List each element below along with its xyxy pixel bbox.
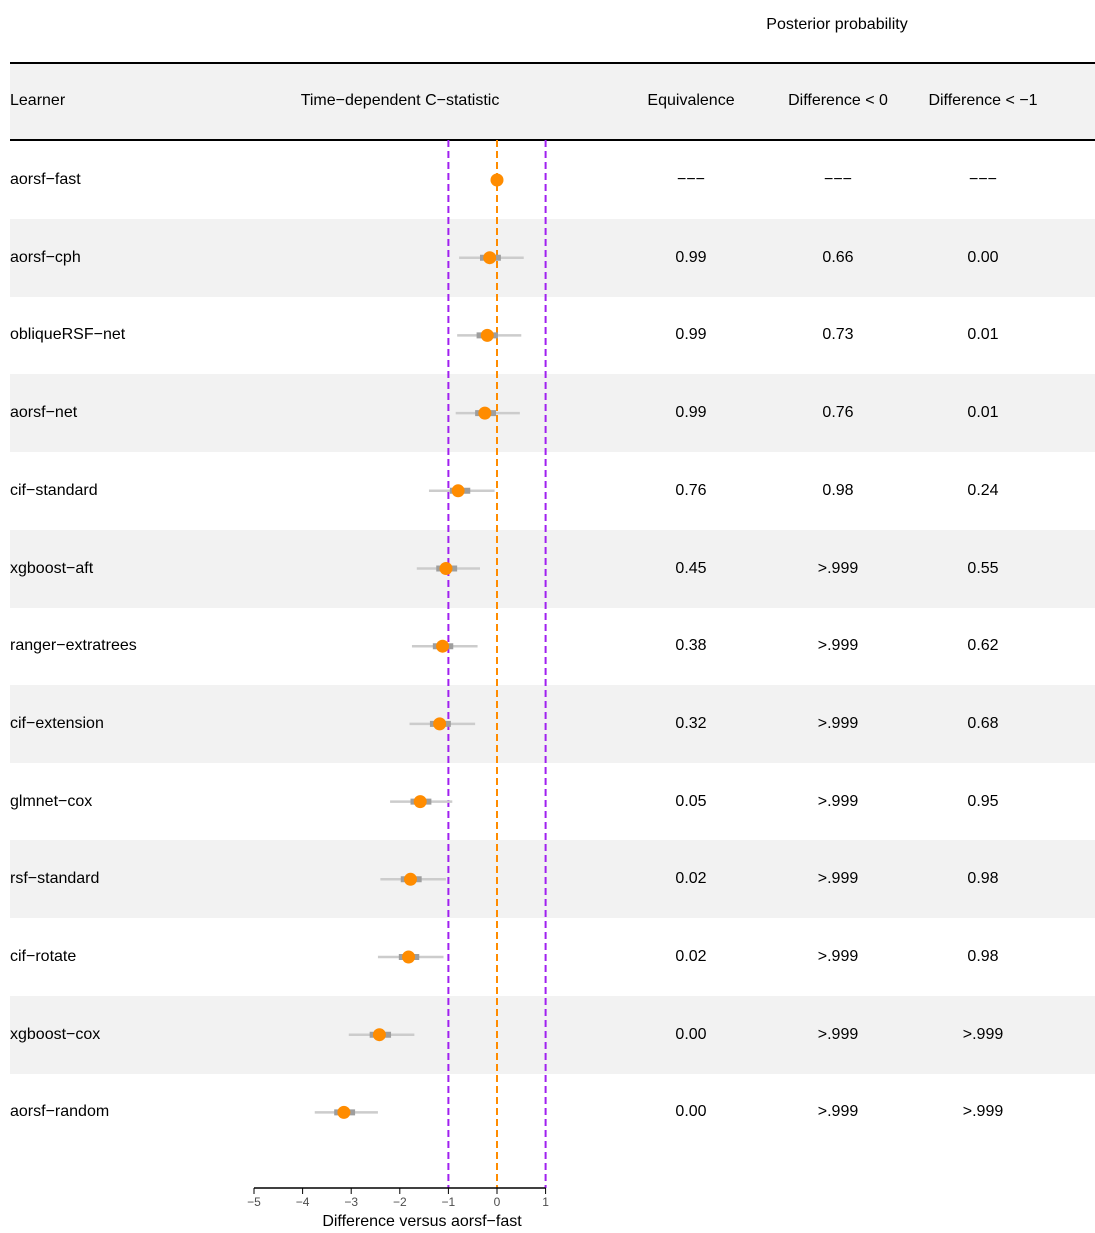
difference-lt-0-value: >.999 [817, 948, 859, 965]
point-estimate [451, 484, 465, 498]
equivalence-value: 0.76 [675, 481, 707, 499]
point-estimate [372, 1028, 386, 1042]
difference-lt-minus1-value: 0.01 [967, 404, 999, 422]
x-tick-label: 1 [542, 1195, 549, 1209]
equivalence-value: 0.45 [675, 559, 707, 577]
difference-lt-minus1-value: 0.68 [967, 714, 999, 732]
header-bottom-rule [10, 139, 1095, 141]
difference-lt-0-value: >.999 [817, 870, 859, 888]
difference-lt-minus1-value: 0.95 [967, 792, 999, 810]
learner-name: glmnet−cox [10, 792, 93, 810]
learner-column-header: Learner [10, 92, 66, 109]
learner-name: xgboost−aft [10, 559, 94, 577]
row-stripe [10, 374, 1095, 453]
header-top-rule [10, 62, 1095, 64]
difference-lt-0-value: >.999 [817, 714, 859, 732]
point-estimate [337, 1105, 351, 1119]
equivalence-value: −−− [676, 171, 706, 188]
difference-lt-minus1-value: 0.24 [967, 481, 999, 499]
point-estimate [433, 717, 447, 731]
point-estimate [413, 795, 427, 809]
difference-lt-minus1-value: 0.00 [967, 248, 999, 266]
equivalence-value: 0.99 [675, 248, 707, 266]
row-stripe [10, 684, 1095, 763]
equivalence-value: 0.02 [675, 870, 707, 888]
posterior-probability-header: Posterior probability [766, 16, 908, 33]
x-tick-label: −2 [393, 1195, 407, 1209]
difference-lt-0-value: 0.98 [822, 481, 854, 499]
learner-name: obliqueRSF−net [10, 326, 126, 344]
difference-lt-minus1-value: >.999 [962, 1103, 1004, 1121]
difference-lt-0-value: >.999 [817, 1025, 859, 1043]
difference-lt-0-value: >.999 [817, 637, 859, 655]
difference-lt-minus1-value: −−− [968, 171, 998, 188]
difference-lt-minus1-value: 0.98 [967, 948, 999, 965]
row-stripe [10, 218, 1095, 297]
difference-lt-0-value: 0.76 [822, 404, 854, 422]
point-estimate [490, 173, 504, 187]
x-tick-label: −1 [442, 1195, 456, 1209]
point-estimate [478, 406, 492, 420]
equivalence-value: 0.38 [675, 637, 707, 655]
x-axis-title: Difference versus aorsf−fast [322, 1213, 522, 1230]
point-estimate [439, 562, 453, 575]
row-stripe [10, 529, 1095, 608]
difference-lt-0-value: >.999 [817, 792, 859, 810]
x-tick-label: −4 [296, 1195, 310, 1209]
header-band [10, 63, 1095, 140]
learner-name: aorsf−random [10, 1103, 110, 1121]
equivalence-value: 0.32 [675, 714, 707, 732]
difference-lt-minus1-value: 0.01 [967, 326, 999, 344]
difference-lt-minus1-value: >.999 [962, 1025, 1004, 1043]
x-tick-label: 0 [494, 1195, 501, 1209]
difference-lt-0-value: 0.66 [822, 248, 854, 266]
difference-lt-0-column-header: Difference < 0 [788, 92, 888, 109]
difference-lt-minus1-column-header: Difference < −1 [928, 92, 1038, 109]
equivalence-value: 0.05 [675, 792, 707, 810]
difference-lt-0-value: >.999 [817, 1103, 859, 1121]
point-estimate [402, 950, 416, 964]
equivalence-value: 0.99 [675, 326, 707, 344]
equivalence-value: 0.00 [675, 1025, 707, 1043]
difference-lt-0-value: −−− [823, 171, 853, 188]
point-estimate [480, 328, 494, 342]
row-stripe [10, 840, 1095, 919]
point-estimate [483, 251, 497, 265]
learner-name: cif−extension [10, 714, 104, 732]
cstatistic-column-header: Time−dependent C−statistic [300, 92, 500, 109]
point-estimate [436, 639, 450, 653]
equivalence-column-header: Equivalence [647, 92, 735, 109]
x-tick-label: −3 [344, 1195, 358, 1209]
learner-name: aorsf−fast [10, 171, 81, 188]
learner-name: cif−rotate [10, 948, 77, 965]
point-estimate [403, 872, 417, 886]
difference-lt-minus1-value: 0.55 [967, 559, 999, 577]
learner-name: xgboost−cox [10, 1025, 101, 1043]
learner-name: aorsf−cph [10, 248, 81, 266]
learner-name: rsf−standard [10, 870, 100, 888]
x-tick-label: −5 [247, 1195, 261, 1209]
difference-lt-0-value: 0.73 [822, 326, 854, 344]
equivalence-value: 0.02 [675, 948, 707, 965]
equivalence-value: 0.99 [675, 404, 707, 422]
equivalence-value: 0.00 [675, 1103, 707, 1121]
difference-lt-minus1-value: 0.98 [967, 870, 999, 888]
learner-name: aorsf−net [10, 404, 78, 422]
learner-name: cif−standard [10, 481, 98, 499]
difference-lt-minus1-value: 0.62 [967, 637, 999, 655]
difference-lt-0-value: >.999 [817, 559, 859, 577]
learner-name: ranger−extratrees [10, 637, 137, 655]
row-stripe [10, 995, 1095, 1074]
